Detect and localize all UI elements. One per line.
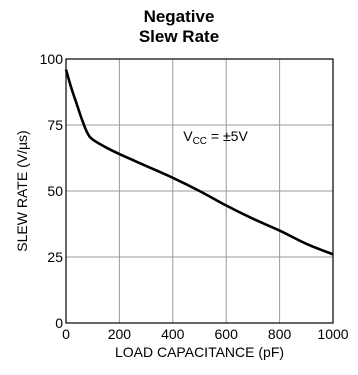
vcc-annotation: VCC = ±5V (183, 128, 248, 147)
y-tick-label: 0 (55, 315, 63, 331)
x-tick-label: 200 (108, 326, 132, 342)
annotation-sub: CC (193, 136, 207, 147)
plot-frame (65, 58, 334, 324)
series-line (64, 69, 334, 256)
x-tick-label: 800 (268, 326, 292, 342)
x-tick-label: 0 (62, 326, 70, 342)
y-tick-label: 100 (40, 51, 64, 67)
x-tick-label: 400 (161, 326, 185, 342)
x-tick-label: 1000 (317, 326, 348, 342)
y-axis-label: SLEW RATE (V/µs) (14, 130, 30, 251)
y-tick-label: 75 (47, 117, 63, 133)
y-tick-label: 25 (47, 249, 63, 265)
chart-title-line-1: Negative (143, 7, 215, 26)
x-tick-label: 600 (215, 326, 239, 342)
x-axis-label: LOAD CAPACITANCE (pF) (115, 344, 284, 360)
annotation-rest: = ±5V (207, 128, 248, 144)
y-tick-label: 50 (47, 183, 63, 199)
chart-title-line-2: Slew Rate (138, 27, 220, 46)
annotation-main: V (183, 128, 193, 144)
